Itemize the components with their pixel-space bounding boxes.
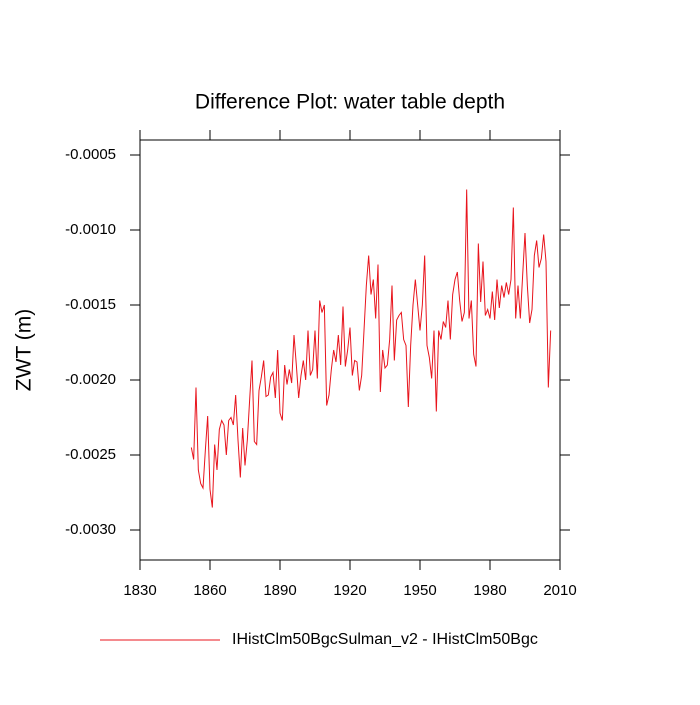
chart-title: Difference Plot: water table depth	[195, 91, 505, 114]
y-tick-label: -0.0005	[65, 146, 116, 163]
x-tick-label: 1830	[123, 582, 156, 599]
y-tick-label: -0.0020	[65, 371, 116, 388]
legend-label: IHistClm50BgcSulman_v2 - IHistClm50Bgc	[232, 631, 538, 648]
x-tick-label: 1920	[333, 582, 366, 599]
y-axis-label: ZWT (m)	[13, 309, 36, 391]
x-tick-label: 1860	[193, 582, 226, 599]
x-tick-label: 1890	[263, 582, 296, 599]
plot-frame	[139, 139, 561, 561]
y-tick-label: -0.0030	[65, 521, 116, 538]
x-tick-label: 2010	[543, 582, 576, 599]
x-tick-label: 1980	[473, 582, 506, 599]
y-tick-label: -0.0025	[65, 446, 116, 463]
y-tick-label: -0.0010	[65, 221, 116, 238]
y-tick-label: -0.0015	[65, 296, 116, 313]
data-line	[190, 189, 552, 508]
x-tick-label: 1950	[403, 582, 436, 599]
